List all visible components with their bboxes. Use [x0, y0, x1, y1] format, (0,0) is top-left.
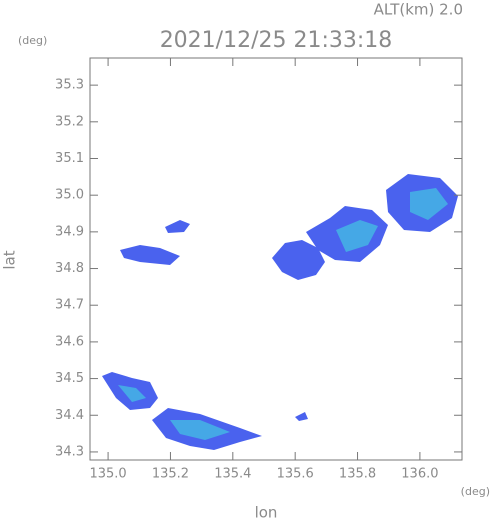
- plot-frame: [89, 57, 463, 461]
- y-tick-label: 34.4: [55, 408, 84, 423]
- y-tick-label: 34.9: [55, 224, 84, 239]
- y-tick-label: 34.3: [55, 444, 84, 459]
- y-tick-label: 34.5: [55, 371, 84, 386]
- x-tick-label: 136.0: [401, 467, 438, 482]
- x-tick-label: 135.4: [214, 467, 251, 482]
- y-unit: (deg): [18, 34, 47, 47]
- altitude: ALT(km) 2.0: [374, 1, 463, 19]
- chart-title: 2021/12/25 21:33:18: [160, 28, 393, 53]
- y-tick-label: 34.7: [55, 298, 84, 313]
- y-tick-label: 34.6: [55, 334, 84, 349]
- y-axis-label: lat: [1, 250, 19, 269]
- x-tick-label: 135.8: [339, 467, 376, 482]
- x-tick-label: 135.6: [277, 467, 314, 482]
- y-tick-label: 35.0: [55, 188, 84, 203]
- x-axis-label: lon: [255, 504, 278, 522]
- y-tick-label: 35.1: [55, 151, 84, 166]
- x-tick-label: 135.2: [152, 467, 189, 482]
- x-unit: (deg): [461, 485, 490, 498]
- y-tick-label: 35.3: [55, 78, 84, 93]
- x-tick-label: 135.0: [89, 467, 126, 482]
- y-tick-label: 35.2: [55, 114, 84, 129]
- y-tick-label: 34.8: [55, 261, 84, 276]
- echoes: [102, 174, 458, 450]
